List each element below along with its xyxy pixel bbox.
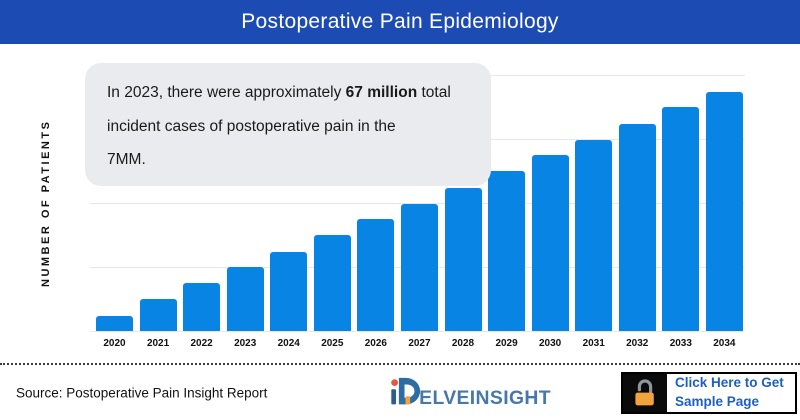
annotation-text: In 2023, there were approximately bbox=[107, 84, 346, 101]
lock-icon-box bbox=[623, 373, 667, 412]
bar-2027 bbox=[400, 203, 438, 331]
footer-bar: Source: Postoperative Pain Insight Repor… bbox=[0, 363, 800, 420]
bar-column: 2021 bbox=[139, 75, 177, 349]
x-tick-label: 2024 bbox=[277, 338, 300, 349]
x-tick-label: 2025 bbox=[321, 338, 344, 349]
bar-2030 bbox=[531, 155, 569, 331]
x-tick-label: 2031 bbox=[582, 338, 605, 349]
bar-2021 bbox=[139, 299, 177, 331]
cta-line2: Sample Page bbox=[675, 393, 760, 409]
bar-2024 bbox=[270, 251, 308, 331]
x-tick-label: 2028 bbox=[451, 338, 475, 349]
bar-column: 2023 bbox=[226, 75, 264, 349]
gridline bbox=[90, 203, 745, 204]
bar-2031 bbox=[575, 139, 613, 331]
bar-2026 bbox=[357, 219, 395, 331]
sample-page-button[interactable]: Click Here to Get Sample Page bbox=[621, 371, 797, 414]
bar-column: 2031 bbox=[575, 75, 613, 349]
annotation-line: In 2023, there were approximately 67 mil… bbox=[107, 76, 469, 110]
annotation-bold-text: 67 million bbox=[345, 84, 418, 101]
delveinsight-logo-icon: ELVEINSIGHT bbox=[391, 377, 551, 408]
annotation-box: In 2023, there were approximately 67 mil… bbox=[85, 63, 491, 186]
bar-2029 bbox=[488, 171, 526, 331]
bar-column: 2024 bbox=[270, 75, 308, 349]
bar-column: 2034 bbox=[705, 75, 743, 349]
x-tick-label: 2026 bbox=[364, 338, 387, 349]
bar-column: 2028 bbox=[444, 75, 482, 349]
source-text: Source: Postoperative Pain Insight Repor… bbox=[16, 385, 268, 400]
x-tick-label: 2027 bbox=[408, 338, 431, 349]
open-lock-icon bbox=[635, 378, 654, 405]
bars-container: 2020 2021 2022 2023 2024 2025 2026 2027 2028 2029… bbox=[90, 75, 745, 349]
y-axis-label: NUMBER OF PATIENTS bbox=[40, 119, 52, 287]
bar-2022 bbox=[183, 283, 221, 331]
cta-line1: Click Here to Get bbox=[675, 374, 784, 390]
bar-2034 bbox=[705, 92, 743, 331]
cta-label: Click Here to Get Sample Page bbox=[667, 374, 795, 412]
x-tick-label: 2032 bbox=[626, 338, 649, 349]
bar-2032 bbox=[618, 123, 656, 331]
x-tick-label: 2030 bbox=[539, 338, 562, 349]
header-banner: Postoperative Pain Epidemiology bbox=[0, 0, 800, 44]
x-tick-label: 2020 bbox=[103, 338, 126, 349]
x-tick-label: 2022 bbox=[190, 338, 213, 349]
delveinsight-logo: ELVEINSIGHT bbox=[388, 374, 558, 412]
x-tick-label: 2034 bbox=[713, 338, 736, 349]
chart-area: NUMBER OF PATIENTS 2020 2021 2022 2023 2024 2… bbox=[0, 44, 800, 363]
bar-column: 2027 bbox=[400, 75, 438, 349]
annotation-line: incident cases of postoperative pain in … bbox=[107, 117, 396, 135]
bar-2025 bbox=[313, 235, 351, 331]
bar-column: 2033 bbox=[662, 75, 700, 349]
bar-column: 2022 bbox=[183, 75, 221, 349]
bar-column: 2025 bbox=[313, 75, 351, 349]
x-tick-label: 2023 bbox=[234, 338, 257, 349]
page-title: Postoperative Pain Epidemiology bbox=[241, 10, 559, 33]
gridline bbox=[90, 331, 745, 332]
bar-column: 2020 bbox=[96, 75, 133, 349]
bar-column: 2030 bbox=[531, 75, 569, 349]
x-tick-label: 2033 bbox=[669, 338, 692, 349]
x-tick-label: 2029 bbox=[495, 338, 518, 349]
bar-chart-plot: 2020 2021 2022 2023 2024 2025 2026 2027 2028 2029… bbox=[90, 75, 745, 349]
bar-column: 2029 bbox=[488, 75, 526, 349]
bar-column: 2032 bbox=[618, 75, 656, 349]
bar-2028 bbox=[444, 187, 482, 331]
x-tick-label: 2021 bbox=[146, 338, 170, 349]
bar-2023 bbox=[226, 267, 264, 331]
annotation-text: total bbox=[417, 84, 451, 101]
annotation-line: 7MM. bbox=[107, 151, 146, 168]
logo-wordmark: ELVEINSIGHT bbox=[419, 386, 551, 408]
bar-2020 bbox=[96, 315, 133, 331]
bar-column: 2026 bbox=[357, 75, 395, 349]
bar-2033 bbox=[662, 107, 700, 331]
